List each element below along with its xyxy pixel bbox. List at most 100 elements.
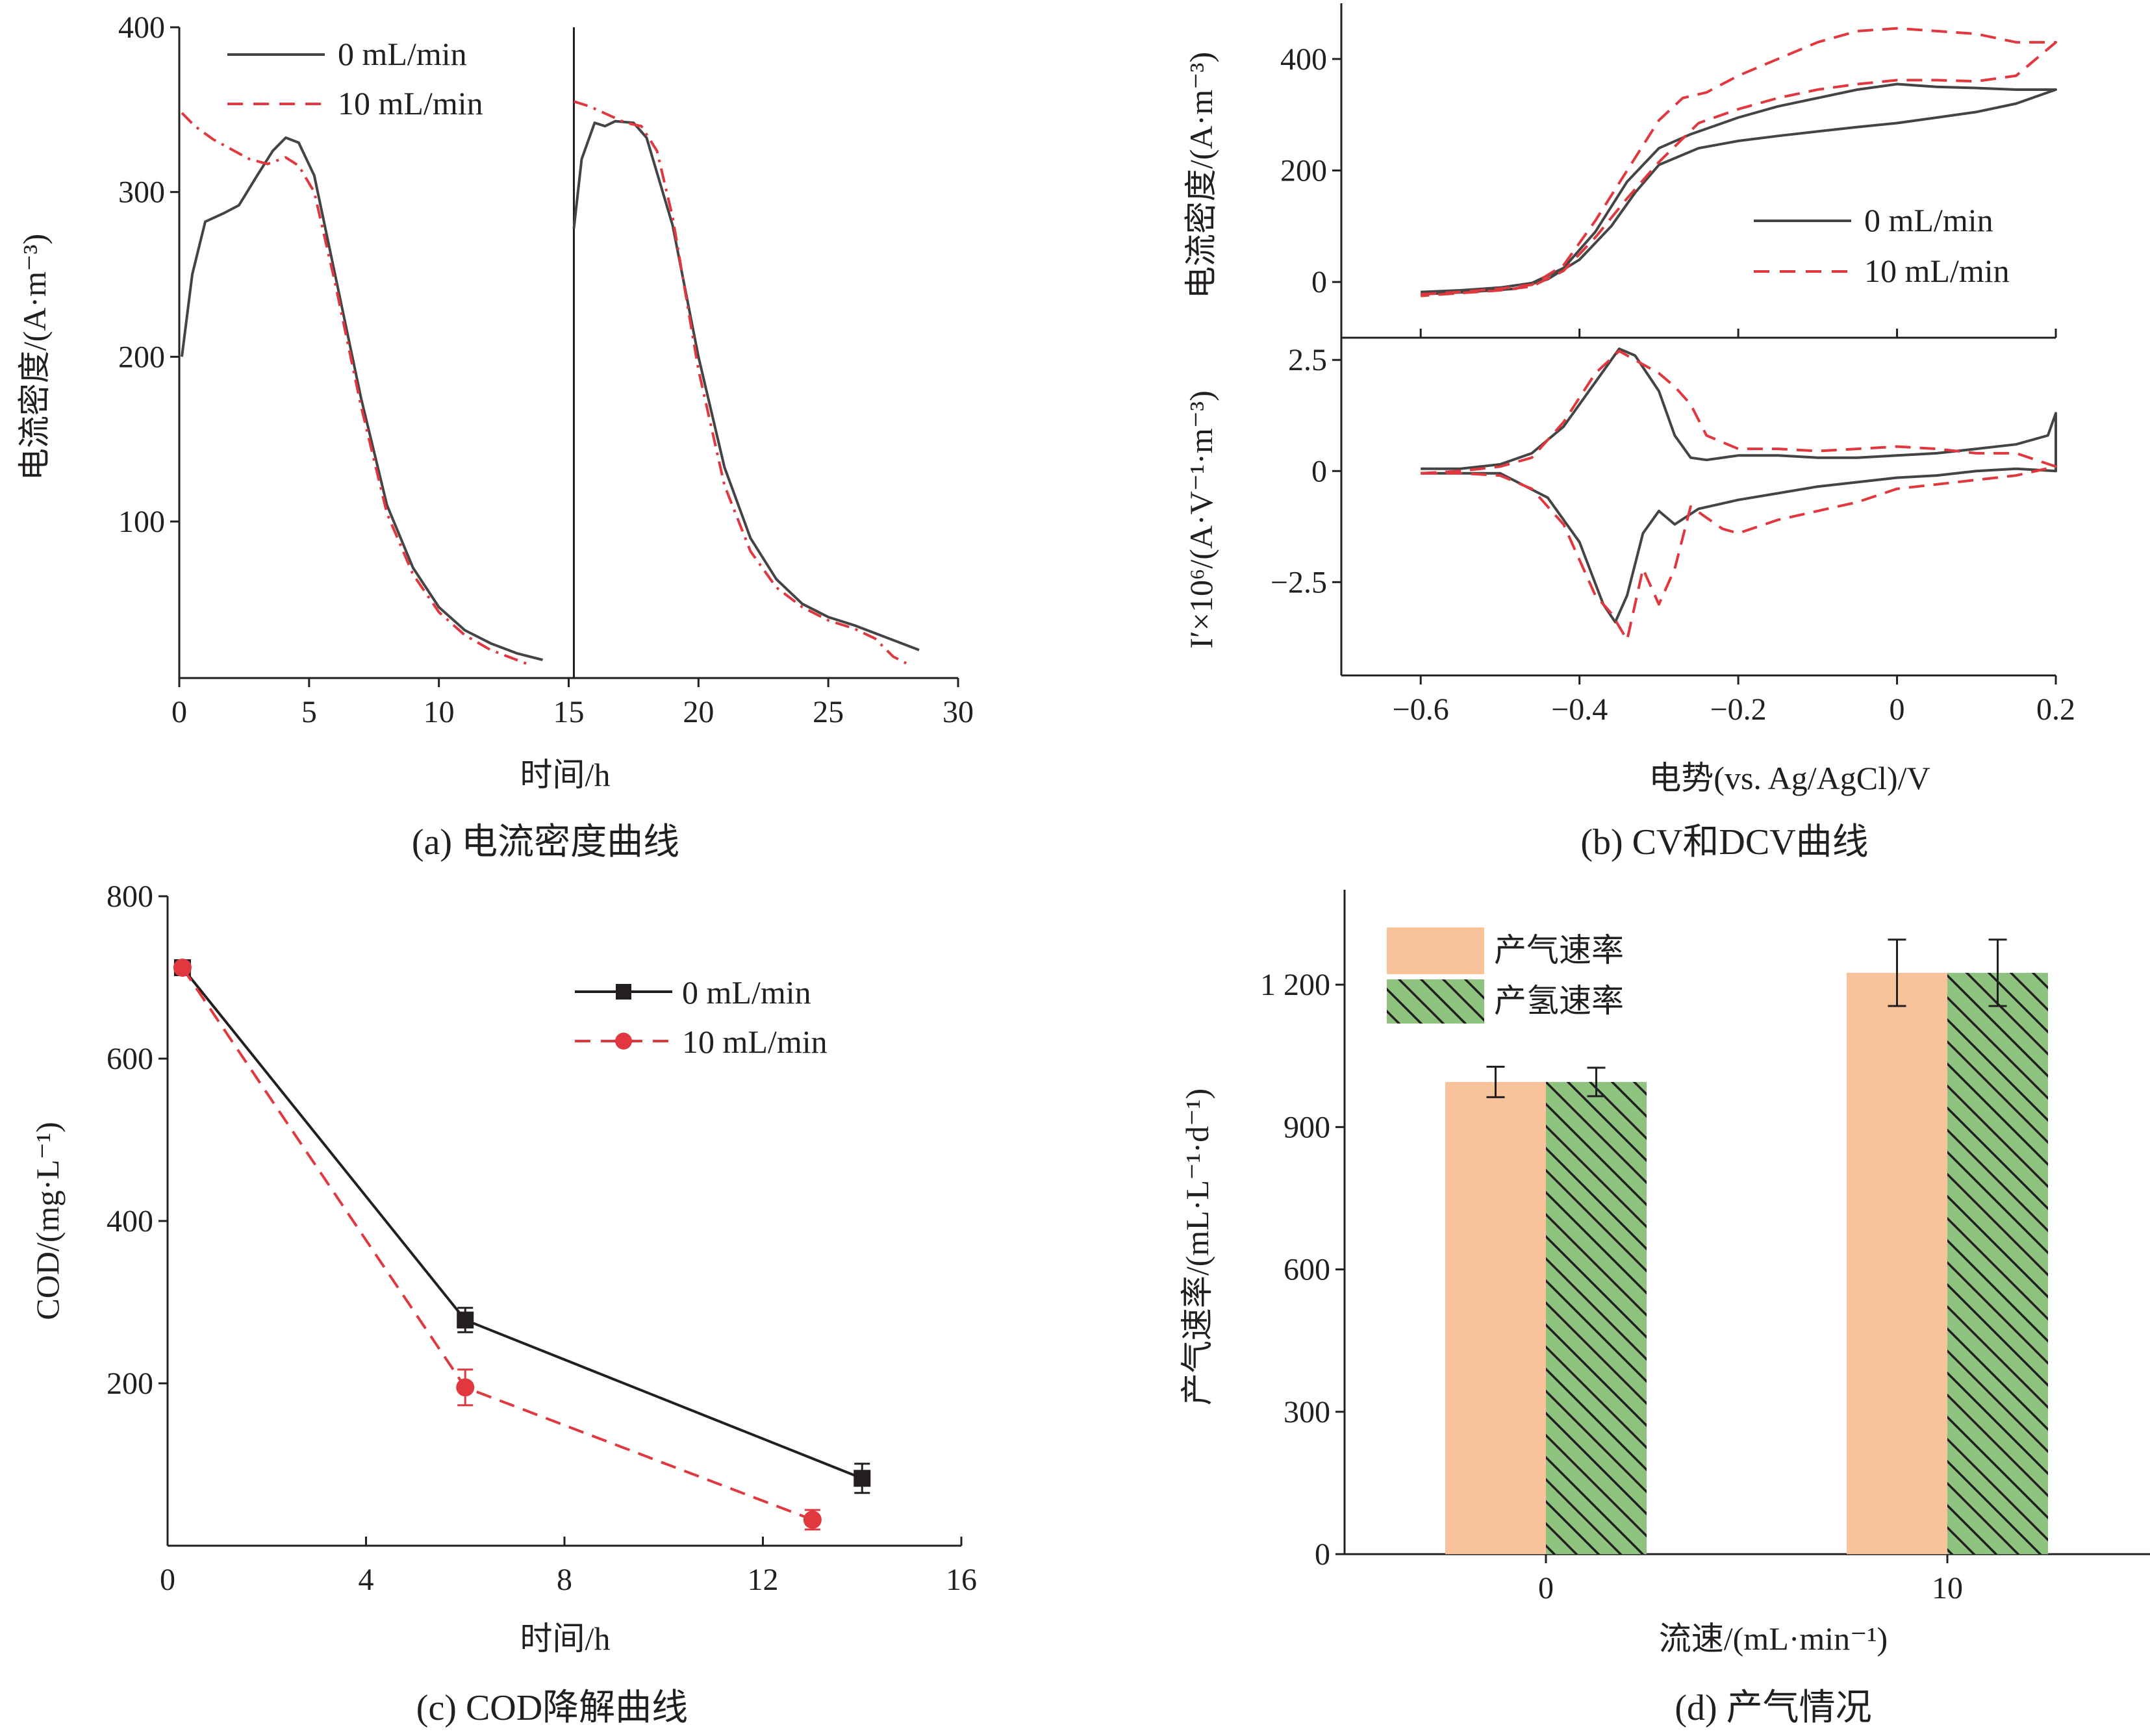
- panel-a-series: [181, 100, 920, 666]
- panel-a-x-tick-label: 10: [424, 695, 455, 729]
- panel-c-x-tick-label: 0: [160, 1563, 175, 1597]
- panel-a-y-axis-label: 电流密度/(A·m⁻³): [16, 234, 53, 481]
- panel-d-x-axis-label: 流速/(mL·min⁻¹): [1659, 1620, 1888, 1657]
- panel-b-x-tick-label: 0.2: [2036, 692, 2075, 727]
- panel-d-legend-label-1: 产氢速率: [1494, 983, 1624, 1019]
- panel-b-x-axis-label: 电势(vs. Ag/AgCl)/V: [1649, 760, 1930, 796]
- panel-b-bottom-y-axis-label: I′×10⁶/(A·V⁻¹·m⁻³): [1183, 390, 1219, 649]
- panel-a-legend-label-0: 0 mL/min: [338, 36, 467, 72]
- panel-b-legend-label-1: 10 mL/min: [1864, 253, 2010, 289]
- panel-a-caption: (a) 电流密度曲线: [412, 822, 679, 862]
- panel-a-x-axis-label: 时间/h: [520, 757, 611, 793]
- panel-a-x-tick-label: 5: [301, 695, 317, 729]
- panel-d-legend-swatch-1: [1387, 979, 1484, 1024]
- panel-d-bar-gas: [1847, 972, 1947, 1554]
- panel-b-series: [1421, 27, 2057, 642]
- panel-a-y-tick-label: 200: [118, 340, 165, 374]
- panel-b-top-y-axis-label: 电流密度/(A·m⁻³): [1183, 52, 1219, 299]
- panel-b-top-series-line-1: [1421, 27, 2057, 297]
- panel-d-y-tick-label: 300: [1284, 1395, 1330, 1429]
- panel-c-y-tick-label: 600: [107, 1042, 153, 1076]
- panel-d-caption: (d) 产气情况: [1675, 1688, 1871, 1728]
- panel-a-ticks: 0 5 10 15 20 25 30 100 200 300 400: [118, 10, 974, 729]
- panel-c-legend: 0 mL/min 10 mL/min: [575, 974, 828, 1060]
- panel-c-point-circle: [803, 1511, 822, 1529]
- panel-c-ticks: 0 4 8 12 16 200 400 600 800: [107, 879, 977, 1597]
- panel-b-caption: (b) CV和DCV曲线: [1580, 822, 1868, 862]
- panel-c-y-tick-label: 800: [107, 879, 153, 914]
- panel-d-bar-hydrogen: [1546, 1081, 1647, 1554]
- panel-d-x-tick-label: 10: [1932, 1571, 1963, 1605]
- panel-b-bottom-y-tick-label: 0: [1311, 454, 1327, 488]
- panel-d-legend-swatch-0: [1387, 927, 1484, 974]
- panel-b-ticks: −0.6 −0.4 −0.2 0 0.2 0 200 400 −2.5 0 2.5: [1271, 42, 2075, 727]
- panel-d-gas-production: 0 300 600 900 1 200 0 10 流速/(mL·min⁻¹) 产气速率/(m…: [1179, 890, 2150, 1728]
- panel-c-y-tick-label: 400: [107, 1204, 153, 1239]
- panel-a-series-line-0: [181, 136, 543, 662]
- panel-d-legend-label-0: 产气速率: [1494, 932, 1624, 968]
- panel-c-cod: 0 4 8 12 16 200 400 600 800 时间/h COD/(mg·L⁻¹) 0 …: [29, 879, 977, 1728]
- panel-d-y-axis-label: 产气速率/(mL·L⁻¹·d⁻¹): [1179, 1088, 1215, 1405]
- panel-b-axes: [1340, 3, 2056, 677]
- panel-c-series: [173, 959, 871, 1531]
- panel-b-bottom-y-tick-label: −2.5: [1271, 565, 1327, 599]
- panel-c-x-tick-label: 8: [557, 1563, 572, 1597]
- panel-c-point-square: [854, 1470, 871, 1487]
- panel-c-x-tick-label: 12: [748, 1563, 779, 1597]
- panel-a-x-tick-label: 30: [942, 695, 974, 729]
- panel-a-x-tick-label: 0: [171, 695, 187, 729]
- panel-b-top-y-tick-label: 0: [1311, 265, 1327, 299]
- panel-a-y-tick-label: 300: [118, 175, 165, 210]
- panel-c-y-tick-label: 200: [107, 1366, 153, 1401]
- panel-a-x-tick-label: 25: [813, 695, 844, 729]
- panel-b-x-tick-label: 0: [1890, 692, 1905, 727]
- panel-a-series-line-1: [181, 112, 531, 666]
- panel-c-legend-marker-0: [616, 984, 631, 1000]
- panel-b-bottom-series-line-1: [1421, 349, 2057, 642]
- panel-c-legend-label-1: 10 mL/min: [682, 1024, 828, 1060]
- panel-b-top-y-tick-label: 200: [1280, 154, 1327, 188]
- panel-c-caption: (c) COD降解曲线: [416, 1688, 688, 1728]
- panel-c-point-circle: [173, 959, 192, 977]
- panel-a-axes: [178, 27, 958, 679]
- panel-a-y-tick-label: 400: [118, 10, 165, 45]
- panel-a-series-line-1: [573, 100, 907, 664]
- panel-b-legend: 0 mL/min 10 mL/min: [1754, 202, 2010, 289]
- panel-a-current-density: 0 5 10 15 20 25 30 100 200 300 400 时间/h 电流密度/(A·m⁻…: [16, 10, 974, 862]
- panel-d-y-tick-label: 900: [1284, 1110, 1330, 1144]
- panel-c-x-tick-label: 16: [946, 1563, 977, 1597]
- panel-b-x-tick-label: −0.4: [1551, 692, 1608, 727]
- panel-d-legend: 产气速率 产氢速率: [1387, 927, 1624, 1024]
- panel-a-legend: 0 mL/min 10 mL/min: [227, 36, 483, 121]
- panel-c-y-axis-label: COD/(mg·L⁻¹): [29, 1122, 66, 1320]
- panel-d-bar-hydrogen: [1947, 972, 2048, 1554]
- panel-b-x-tick-label: −0.2: [1710, 692, 1767, 727]
- panel-c-point-circle: [456, 1378, 475, 1397]
- panel-c-x-axis-label: 时间/h: [520, 1620, 611, 1657]
- panel-b-x-tick-label: −0.6: [1393, 692, 1449, 727]
- panel-c-point-square: [457, 1311, 474, 1329]
- panel-d-bars: [1445, 938, 2048, 1554]
- panel-c-x-tick-label: 4: [359, 1563, 374, 1597]
- panel-a-series-line-0: [572, 120, 920, 651]
- panel-d-y-tick-label: 600: [1284, 1253, 1330, 1287]
- panel-b-cv-dcv: −0.6 −0.4 −0.2 0 0.2 0 200 400 −2.5 0 2.5 电势(vs. A…: [1183, 3, 2075, 862]
- panel-d-x-tick-label: 0: [1538, 1571, 1554, 1605]
- panel-c-legend-label-0: 0 mL/min: [682, 974, 811, 1011]
- panel-d-ticks: 0 300 600 900 1 200 0 10: [1260, 968, 1963, 1605]
- panel-d-bar-gas: [1445, 1081, 1546, 1554]
- panel-c-legend-marker-1: [615, 1033, 632, 1050]
- panel-d-y-tick-label: 0: [1315, 1537, 1330, 1572]
- panel-a-x-tick-label: 15: [553, 695, 585, 729]
- panel-a-y-tick-label: 100: [118, 505, 165, 539]
- panel-d-y-tick-label: 1 200: [1260, 968, 1330, 1002]
- panel-c-axes: [166, 896, 961, 1547]
- panel-b-top-y-tick-label: 400: [1280, 42, 1327, 77]
- panel-b-bottom-series-line-0: [1421, 347, 2057, 623]
- panel-a-x-tick-label: 20: [683, 695, 714, 729]
- panel-b-legend-label-0: 0 mL/min: [1864, 202, 1993, 238]
- panel-a-legend-label-1: 10 mL/min: [338, 85, 483, 121]
- panel-b-top-series-line-0: [1421, 82, 2057, 296]
- panel-b-bottom-y-tick-label: 2.5: [1288, 343, 1327, 377]
